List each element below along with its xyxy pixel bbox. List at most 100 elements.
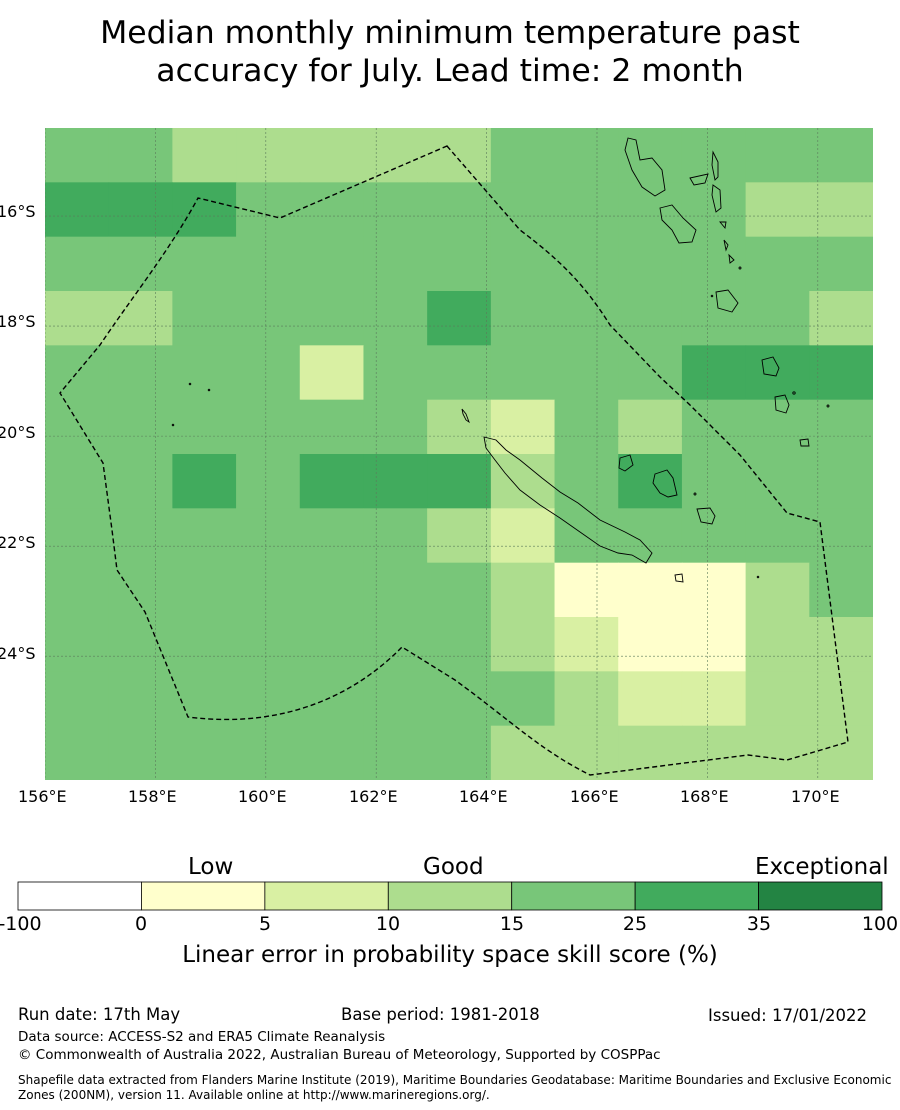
colorbar-swatch [511,881,636,911]
grid-cell [427,236,492,292]
grid-cell [236,617,301,672]
islet-dot-8 [738,266,742,270]
lon-tick-156e: 156°E [18,787,67,806]
grid-cell [45,617,110,672]
grid-cell [618,617,683,672]
grid-cell [490,617,556,672]
grid-cell [363,562,428,618]
grid-cell [490,399,556,455]
grid-cell [618,236,683,292]
malekula-island [659,204,697,244]
lon-tick-158e: 158°E [128,787,177,806]
grid-cell [745,725,810,780]
cb-tick-0: 0 [134,913,148,935]
title-line-1: Median monthly minimum temperature past [100,15,800,51]
grid-cell [172,725,237,780]
grid-cell [427,617,492,672]
grid-cell [490,454,556,509]
grid-cell [108,562,173,618]
grid-cell [681,236,747,292]
grid-cell [363,399,428,455]
colorbar-title: Linear error in probability space skill … [182,942,718,968]
grid-cell [681,345,747,401]
grid-cell [108,399,173,455]
grid-cell [745,671,810,727]
grid-cell [681,617,747,672]
grid-cell [809,725,873,780]
grid-cell [363,671,428,727]
islet-dot-3 [171,423,175,427]
islet-dot-4 [792,391,796,395]
lon-tick-164e: 164°E [459,787,508,806]
grid-cell [45,671,110,727]
grid-cell [745,128,810,183]
islet-dot-7 [756,575,760,579]
category-good: Good [423,854,484,880]
grid-cell [554,345,619,401]
grid-cell [554,562,619,618]
small-islet-a [719,221,727,230]
grid-cell [236,725,301,780]
grid-cell [745,399,810,455]
ouvea-island [618,454,634,472]
grid-cell [299,236,364,292]
grid-cell [172,236,237,292]
title-line-2: accuracy for July. Lead time: 2 month [156,53,744,89]
grid-cell [618,454,683,509]
grid-cell [45,291,110,346]
grid-cell [809,236,873,292]
grid-cell [681,725,747,780]
grid-cell [363,454,428,509]
category-exceptional: Exceptional [755,854,889,880]
grid-cell [299,291,364,346]
grid-cell [172,291,237,346]
grid-cell [809,562,873,618]
grid-cell [490,508,556,564]
grid-cell [299,128,364,183]
grid-cell [172,671,237,727]
grid-cell [172,399,237,455]
cb-tick-neg100: -100 [0,913,42,935]
grid-cell [745,291,810,346]
grid-cell [618,128,683,183]
grid-cell [172,508,237,564]
grid-cell [681,399,747,455]
issued-date: Issued: 17/01/2022 [708,1006,868,1025]
grid-cell [45,508,110,564]
grid-cell [299,399,364,455]
grid-cell [108,345,173,401]
grid-cell [363,236,428,292]
new-caledonia-island [483,436,653,564]
grid-cell [45,345,110,401]
grid-cell [363,617,428,672]
grid-cell [172,345,237,401]
grid-cell [490,236,556,292]
grid-cell [363,291,428,346]
grid-cell [554,236,619,292]
grid-cell [554,617,619,672]
chart-title: Median monthly minimum temperature past … [0,14,900,90]
grid-cell [427,508,492,564]
lon-tick-160e: 160°E [238,787,287,806]
grid-cell [809,182,873,238]
small-islet-c [728,253,735,264]
grid-cell [618,562,683,618]
grid-cell [618,725,683,780]
grid-cell [809,454,873,509]
graticule [45,128,873,780]
lon-tick-166e: 166°E [570,787,619,806]
grid-cell [554,671,619,727]
grid-cell [427,399,492,455]
grid-cell [427,454,492,509]
grid-cell [172,454,237,509]
grid-cell [108,236,173,292]
grid-cell [45,236,110,292]
grid-cell [618,671,683,727]
islet-dot-2 [207,388,211,392]
lat-tick-20s: 20°S [0,423,36,442]
belep-islet [461,408,470,424]
grid-cell [490,182,556,238]
grid-cell [299,562,364,618]
grid-cell [45,399,110,455]
grid-cell [745,345,810,401]
